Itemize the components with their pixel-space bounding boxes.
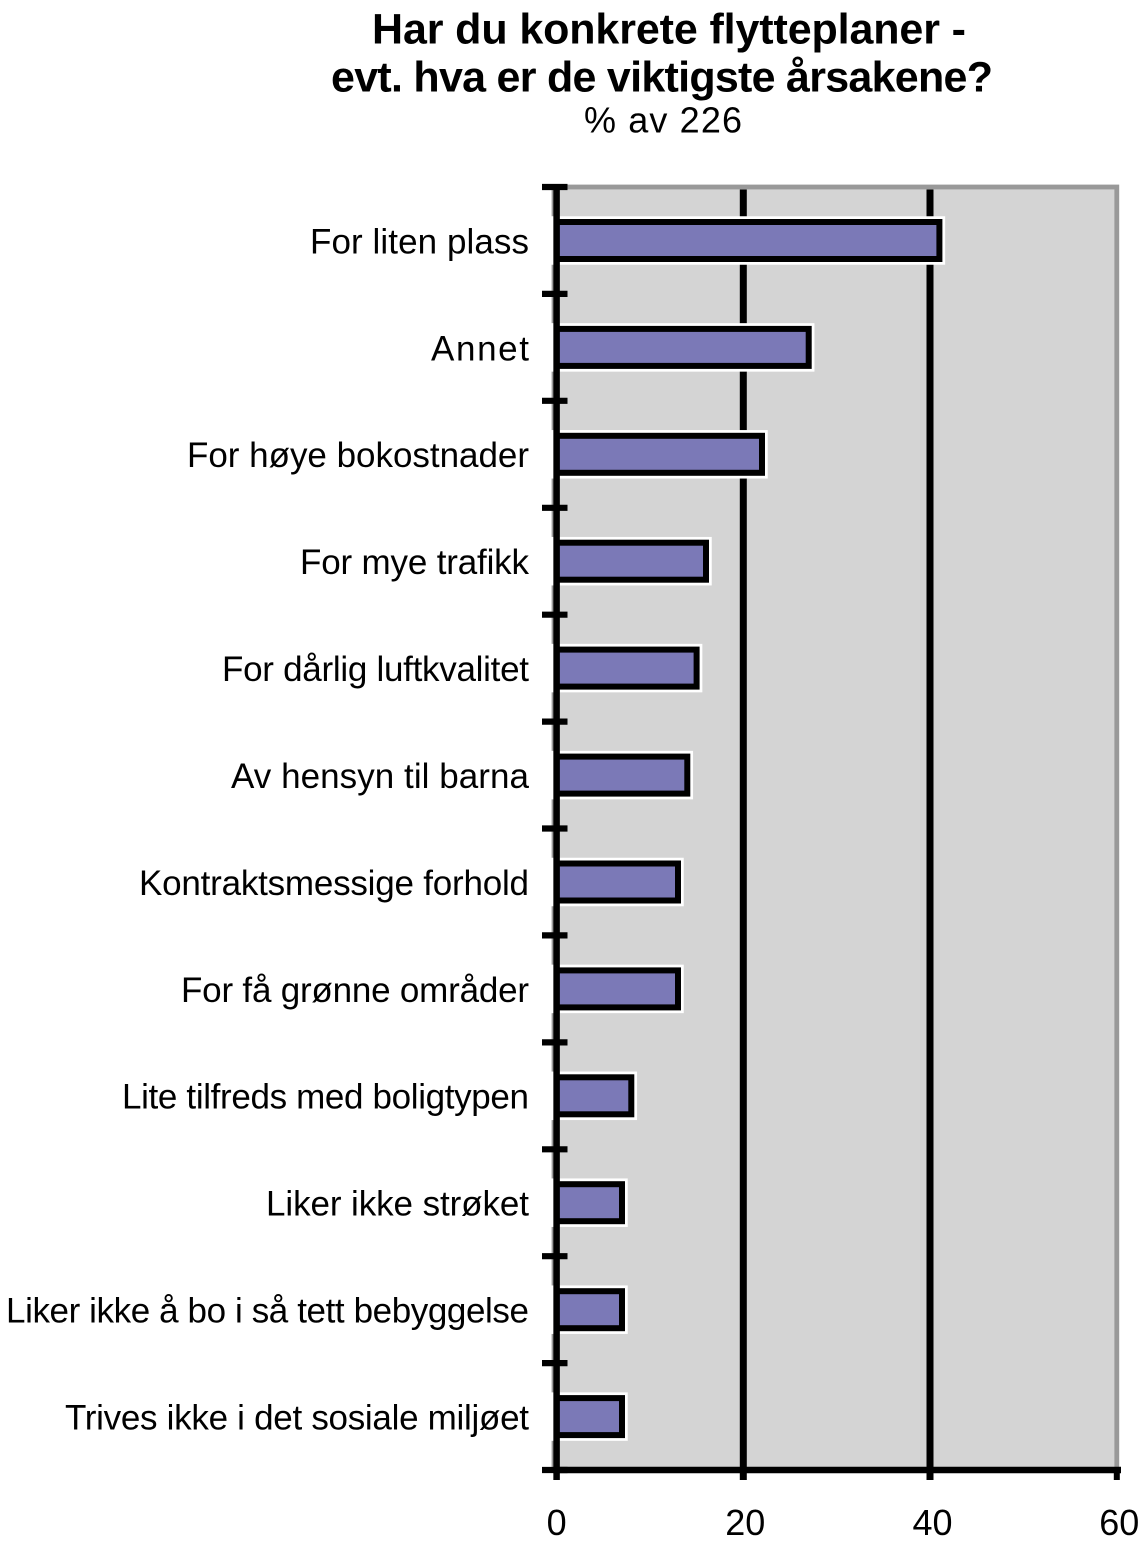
svg-text:Liker ikke strøket: Liker ikke strøket: [266, 1185, 529, 1224]
svg-text:Lite tilfreds med boligtypen: Lite tilfreds med boligtypen: [122, 1078, 529, 1117]
svg-text:For få grønne områder: For få grønne områder: [181, 971, 529, 1010]
svg-text:evt. hva er de viktigste årsak: evt. hva er de viktigste årsakene?: [331, 54, 993, 102]
svg-text:% av 226: % av 226: [584, 100, 742, 141]
svg-text:Annet: Annet: [431, 329, 529, 368]
svg-text:For liten plass: For liten plass: [310, 222, 529, 261]
svg-text:Av hensyn til barna: Av hensyn til barna: [231, 757, 530, 796]
svg-text:For høye bokostnader: For høye bokostnader: [187, 436, 529, 475]
svg-text:20: 20: [725, 1502, 765, 1543]
svg-text:For mye trafikk: For mye trafikk: [300, 543, 530, 582]
svg-text:0: 0: [547, 1502, 567, 1543]
svg-text:Kontraktsmessige forhold: Kontraktsmessige forhold: [139, 864, 529, 903]
svg-text:60: 60: [1099, 1502, 1139, 1543]
svg-text:For dårlig luftkvalitet: For dårlig luftkvalitet: [222, 650, 529, 689]
svg-text:40: 40: [912, 1502, 952, 1543]
svg-text:Har du konkrete flytteplaner -: Har du konkrete flytteplaner -: [372, 6, 966, 54]
svg-text:Trives ikke i det sosiale milj: Trives ikke i det sosiale miljøet: [65, 1399, 529, 1438]
svg-text:Liker ikke å bo i så tett beby: Liker ikke å bo i så tett bebyggelse: [6, 1292, 529, 1331]
